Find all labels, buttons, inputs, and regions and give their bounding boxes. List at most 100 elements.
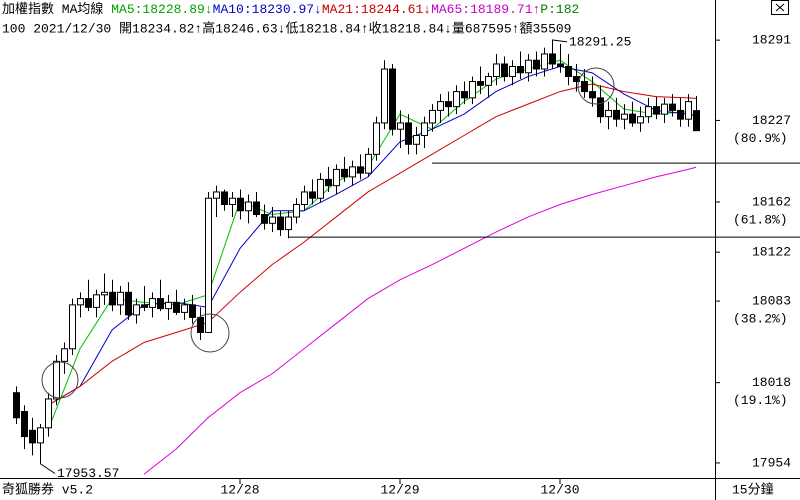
candle-body xyxy=(165,301,172,310)
candle-body xyxy=(77,298,84,306)
candle-body xyxy=(605,109,612,118)
candle-body xyxy=(149,298,156,308)
candle-body xyxy=(453,91,460,108)
x-tick-label: 12/28 xyxy=(220,482,259,497)
y-tick-note: (80.9%) xyxy=(733,131,788,146)
candle-body xyxy=(429,109,436,124)
candle-body xyxy=(485,76,492,86)
candle-body xyxy=(85,298,92,308)
candle-body xyxy=(69,304,76,350)
y-tick-label: 18018 xyxy=(752,375,791,390)
candle-body xyxy=(445,101,452,108)
candle-body xyxy=(405,122,412,145)
candle-body xyxy=(413,134,420,145)
candle-body xyxy=(581,81,588,93)
annotation: 17953.57 xyxy=(57,466,119,481)
highlight-circle xyxy=(190,313,230,353)
y-tick-note: (19.1%) xyxy=(733,393,788,408)
candle-body xyxy=(541,53,548,70)
candle-body xyxy=(37,427,44,444)
candle-body xyxy=(621,113,628,120)
period: 15分鐘 xyxy=(732,481,774,497)
candle-body xyxy=(437,101,444,111)
candle-body xyxy=(173,301,180,313)
annotation-leader xyxy=(551,39,568,43)
candle-body xyxy=(253,201,260,216)
candle-body xyxy=(589,91,596,99)
x-tick-label: 12/30 xyxy=(540,482,579,497)
candle-body xyxy=(29,429,36,444)
header-ohlc: 100 2021/12/30 開18234.82↑高18246.63↓低1821… xyxy=(2,20,571,36)
candle-body xyxy=(685,101,692,120)
y-tick-label: 18291 xyxy=(752,33,791,48)
candle-body xyxy=(549,53,556,65)
candle-body xyxy=(189,304,196,318)
candle-body xyxy=(213,191,220,199)
app-name: 奇狐勝券 v5.2 xyxy=(2,481,93,497)
candle-body xyxy=(317,178,324,199)
ma-line xyxy=(143,166,697,475)
y-tick-label: 18122 xyxy=(752,245,791,260)
header-segment: MA65:18189.71↑ xyxy=(431,2,540,17)
candle-body xyxy=(469,81,476,99)
candle-body xyxy=(45,398,52,429)
candle-body xyxy=(637,116,644,124)
candle-body xyxy=(245,201,252,212)
candle-body xyxy=(645,106,652,118)
candle-body xyxy=(653,106,660,115)
candle-body xyxy=(557,63,564,67)
candle-body xyxy=(477,81,484,86)
candle-body xyxy=(525,59,532,74)
candle-body xyxy=(325,178,332,187)
candle-body xyxy=(349,166,356,178)
candle-body xyxy=(693,110,700,132)
candle-body xyxy=(501,63,508,78)
y-tick-label: 18162 xyxy=(752,194,791,209)
candle-body xyxy=(669,103,676,111)
candle-body xyxy=(277,216,284,231)
candle-body xyxy=(493,63,500,78)
header-segment: MA5:18228.89↓ xyxy=(111,2,212,17)
candle-body xyxy=(517,65,524,74)
candle-body xyxy=(509,65,516,78)
candle-body xyxy=(53,360,60,400)
candle-body xyxy=(421,122,428,136)
candle-body xyxy=(357,166,364,174)
candle-body xyxy=(141,304,148,308)
close-icon xyxy=(775,3,785,12)
candle-body xyxy=(397,122,404,130)
candle-body xyxy=(197,316,204,333)
candle-body xyxy=(101,291,108,296)
candle-body xyxy=(365,153,372,174)
candle-body xyxy=(157,298,164,310)
candle-body xyxy=(533,59,540,70)
annotation: 18291.25 xyxy=(569,34,631,49)
candle-body xyxy=(381,68,388,124)
candle-body xyxy=(613,109,620,120)
highlight-circle xyxy=(41,361,79,399)
candle-body xyxy=(461,91,468,99)
candle-body xyxy=(341,168,348,178)
candle-body xyxy=(205,197,212,333)
candle-body xyxy=(261,214,268,224)
y-tick-label: 18227 xyxy=(752,113,791,128)
candle-body xyxy=(13,392,20,419)
candle-body xyxy=(301,191,308,205)
candle-body xyxy=(293,203,300,218)
candle-body xyxy=(333,168,340,187)
x-tick-label: 12/29 xyxy=(380,482,419,497)
candle-body xyxy=(597,97,604,118)
candle-body xyxy=(661,103,668,115)
candle-body xyxy=(133,304,140,316)
y-tick-label: 17954 xyxy=(752,455,791,470)
y-tick-note: (61.8%) xyxy=(733,212,788,227)
candle-body xyxy=(565,65,572,78)
header-segment: MA10:18230.97↓ xyxy=(213,2,322,17)
candle-body xyxy=(221,191,228,205)
candle-body xyxy=(269,216,276,224)
candle-body xyxy=(125,291,132,316)
annotation-leader xyxy=(39,463,56,474)
header-segment: MA21:18244.61↓ xyxy=(322,2,431,17)
candle-body xyxy=(629,113,636,124)
